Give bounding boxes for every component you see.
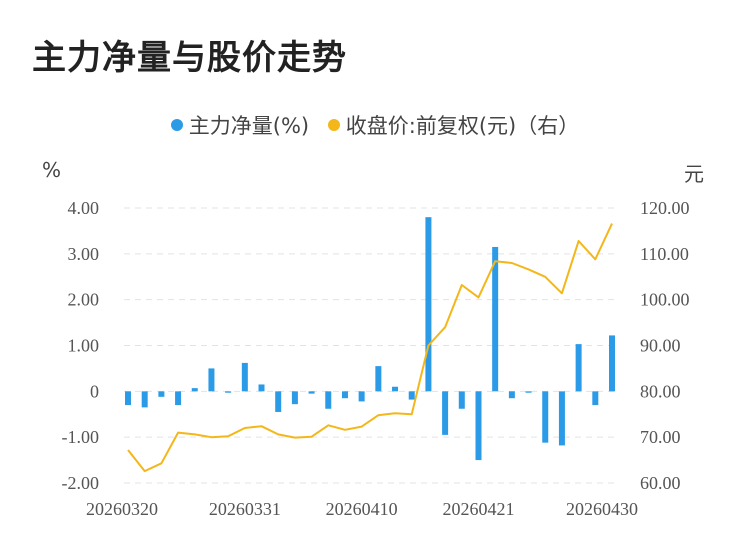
right-tick-label: 90.00 [640, 336, 681, 356]
right-tick-label: 60.00 [640, 473, 681, 493]
bar [375, 366, 382, 392]
bar [191, 388, 198, 392]
bar [341, 391, 348, 399]
bar [125, 391, 131, 406]
left-tick-label: -2.00 [62, 473, 100, 493]
bar [141, 391, 148, 408]
legend: 主力净量(%) 收盘价:前复权(元)（右） [0, 110, 750, 140]
bar [241, 362, 248, 392]
bar [525, 391, 532, 393]
bar [575, 344, 582, 392]
legend-label-close-price: 收盘价:前复权(元)（右） [345, 114, 580, 138]
bar [508, 391, 515, 399]
right-tick-label: 120.00 [640, 198, 690, 218]
bar [258, 384, 265, 392]
legend-dot-blue-icon [170, 119, 183, 131]
left-tick-label: 1.00 [68, 336, 100, 356]
bar [558, 391, 565, 446]
right-tick-label: 100.00 [640, 290, 690, 310]
right-tick-label: 110.00 [640, 244, 689, 264]
bar [408, 391, 415, 400]
bar [225, 391, 232, 393]
bar [158, 391, 165, 397]
bar [392, 386, 399, 392]
left-tick-label: -1.00 [62, 427, 100, 447]
right-tick-label: 80.00 [640, 381, 681, 401]
legend-label-net-volume: 主力净量(%) [188, 114, 310, 138]
bar [492, 246, 499, 392]
chart-title: 主力净量与股价走势 [32, 38, 347, 78]
x-tick-label: 20260430 [566, 499, 638, 519]
x-tick-label: 20260331 [209, 499, 281, 519]
bar [592, 391, 599, 406]
right-axis-unit: 元 [684, 162, 704, 186]
right-tick-label: 70.00 [640, 427, 681, 447]
bar [275, 391, 282, 412]
bar [291, 391, 298, 405]
legend-dot-yellow-icon [327, 119, 340, 131]
bar [609, 335, 615, 392]
bar [542, 391, 549, 443]
legend-item-net-volume[interactable]: 主力净量(%) [170, 110, 310, 140]
price-line [127, 223, 613, 473]
left-tick-label: 4.00 [68, 198, 100, 218]
x-tick-label: 20260320 [86, 499, 158, 519]
left-axis-unit: % [42, 158, 62, 182]
bar [175, 391, 182, 406]
legend-item-close-price[interactable]: 收盘价:前复权(元)（右） [327, 110, 580, 140]
bar [425, 217, 432, 392]
left-tick-label: 3.00 [68, 244, 100, 264]
bar [442, 391, 449, 435]
x-tick-label: 20260410 [326, 499, 398, 519]
x-tick-label: 20260421 [442, 499, 514, 519]
bar [308, 391, 315, 394]
bar [475, 391, 482, 461]
bar [458, 391, 465, 409]
bar [208, 368, 215, 392]
bar [358, 391, 365, 402]
bar [325, 391, 332, 409]
left-tick-label: 0 [90, 381, 99, 401]
left-tick-label: 2.00 [68, 290, 100, 310]
